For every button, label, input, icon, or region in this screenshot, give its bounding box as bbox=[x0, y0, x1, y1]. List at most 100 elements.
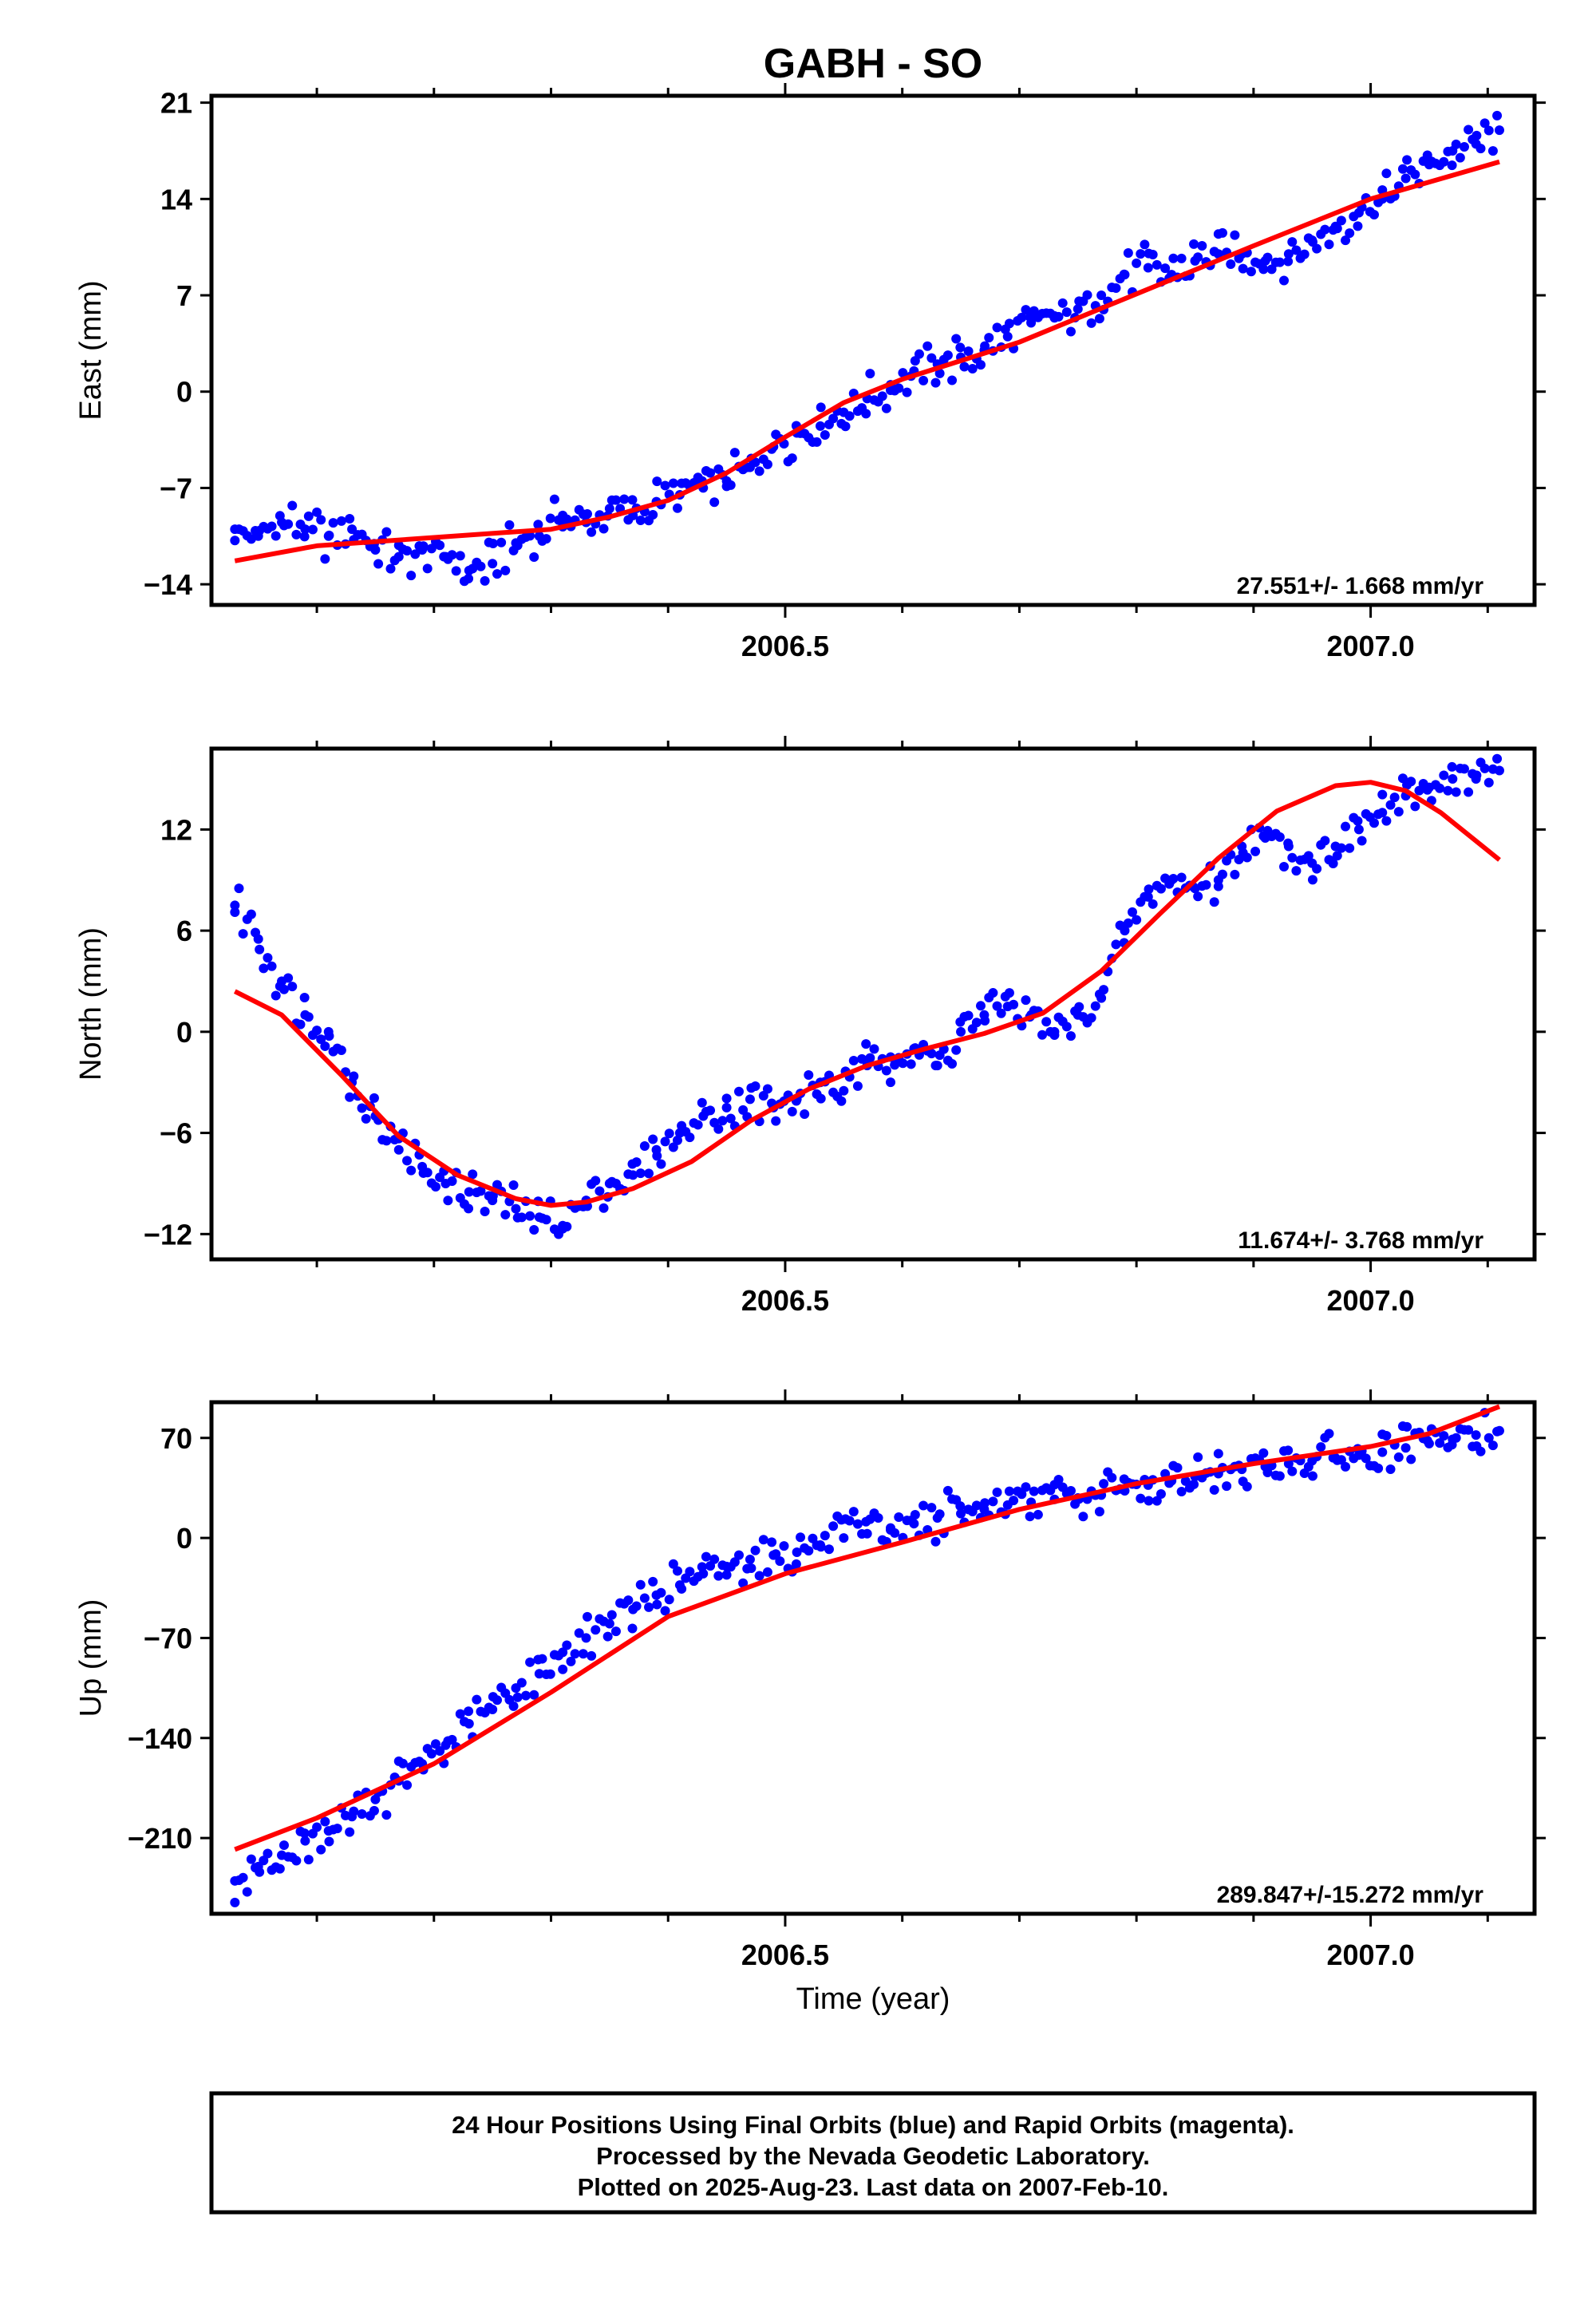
north-data-point bbox=[468, 1169, 478, 1180]
east-data-point bbox=[1197, 240, 1207, 251]
up-data-point bbox=[746, 1563, 757, 1574]
east-data-point bbox=[980, 341, 990, 351]
north-data-point bbox=[1414, 785, 1424, 796]
up-data-point bbox=[357, 1809, 367, 1820]
east-ytick-label: 21 bbox=[160, 87, 192, 120]
up-data-point bbox=[1483, 1433, 1494, 1443]
north-data-point bbox=[443, 1196, 453, 1206]
north-data-point bbox=[733, 1086, 744, 1097]
north-data-point bbox=[839, 1085, 849, 1096]
up-data-point bbox=[1471, 1430, 1481, 1441]
up-plot-area bbox=[230, 1404, 1504, 1907]
north-data-point bbox=[1483, 777, 1494, 788]
up-data-point bbox=[779, 1541, 789, 1551]
east-data-point bbox=[660, 480, 670, 491]
north-data-point bbox=[464, 1203, 474, 1214]
north-data-point bbox=[906, 1059, 916, 1069]
east-xtick-label: 2007.0 bbox=[1327, 630, 1415, 662]
east-data-point bbox=[1274, 257, 1285, 267]
east-data-point bbox=[562, 514, 572, 524]
north-data-point bbox=[1381, 816, 1392, 826]
up-data-point bbox=[554, 1650, 564, 1661]
north-data-point bbox=[672, 1135, 682, 1145]
north-data-point bbox=[804, 1069, 814, 1080]
east-data-point bbox=[1345, 228, 1355, 239]
north-data-point bbox=[697, 1097, 707, 1108]
north-data-point bbox=[336, 1045, 346, 1055]
up-data-point bbox=[570, 1649, 580, 1659]
up-data-point bbox=[1209, 1484, 1219, 1495]
footer-line-3: Plotted on 2025-Aug-23. Last data on 200… bbox=[578, 2173, 1169, 2201]
east-data-point bbox=[246, 534, 256, 544]
east-y-axis-label: East (mm) bbox=[74, 280, 108, 420]
north-data-point bbox=[1250, 846, 1261, 856]
east-data-point bbox=[844, 411, 855, 421]
north-data-point bbox=[963, 1010, 974, 1021]
up-data-point bbox=[1156, 1489, 1166, 1500]
east-data-point bbox=[1132, 258, 1142, 268]
up-data-point bbox=[738, 1578, 749, 1588]
north-data-point bbox=[1099, 985, 1109, 995]
up-rate-label: 289.847+/-15.272 mm/yr bbox=[1217, 1882, 1484, 1908]
up-data-point bbox=[956, 1508, 966, 1519]
north-data-point bbox=[381, 1136, 392, 1146]
north-data-point bbox=[1287, 852, 1298, 863]
north-data-point bbox=[656, 1159, 666, 1169]
north-data-point bbox=[1464, 787, 1474, 797]
east-data-point bbox=[541, 534, 551, 544]
up-data-point bbox=[1242, 1481, 1252, 1492]
north-data-point bbox=[246, 909, 256, 919]
north-data-point bbox=[1385, 800, 1396, 810]
east-data-point bbox=[635, 515, 646, 525]
north-data-point bbox=[422, 1168, 433, 1178]
north-data-point bbox=[1193, 891, 1203, 902]
up-data-point bbox=[242, 1887, 252, 1897]
east-data-point bbox=[422, 563, 433, 574]
up-data-point bbox=[1492, 1426, 1503, 1437]
east-data-point bbox=[1234, 253, 1244, 263]
north-data-point bbox=[480, 1207, 490, 1217]
east-data-point bbox=[672, 503, 682, 513]
up-data-point bbox=[1435, 1438, 1445, 1448]
north-data-point bbox=[926, 1049, 937, 1059]
up-data-point bbox=[648, 1576, 658, 1587]
up-ytick-label: 70 bbox=[160, 1422, 192, 1455]
east-data-point bbox=[451, 566, 461, 576]
east-data-point bbox=[984, 333, 994, 343]
north-data-point bbox=[1021, 995, 1031, 1006]
east-data-point bbox=[488, 559, 498, 569]
up-data-point bbox=[729, 1557, 740, 1567]
east-data-point bbox=[1053, 311, 1064, 322]
up-data-point bbox=[566, 1656, 576, 1666]
east-data-point bbox=[742, 462, 753, 472]
east-data-point bbox=[587, 527, 597, 537]
east-data-point bbox=[1349, 211, 1359, 222]
north-data-point bbox=[320, 1041, 330, 1051]
up-data-point bbox=[839, 1533, 849, 1543]
north-data-point bbox=[1357, 836, 1367, 846]
up-data-point bbox=[672, 1566, 682, 1576]
east-data-point bbox=[1341, 235, 1351, 246]
north-ytick-label: 6 bbox=[176, 915, 192, 947]
east-ytick-label: 0 bbox=[176, 376, 192, 409]
up-data-point bbox=[299, 1828, 310, 1839]
north-data-point bbox=[1353, 816, 1363, 826]
up-data-point bbox=[303, 1855, 314, 1865]
up-data-point bbox=[1316, 1442, 1326, 1452]
north-data-point bbox=[1312, 864, 1322, 874]
north-data-point bbox=[930, 1061, 941, 1071]
north-data-point bbox=[500, 1210, 511, 1220]
east-data-point bbox=[1443, 146, 1453, 156]
east-data-point bbox=[967, 363, 978, 373]
east-data-point bbox=[1336, 215, 1346, 226]
north-data-point bbox=[1115, 920, 1125, 931]
east-ytick-label: 7 bbox=[176, 279, 192, 312]
east-data-point bbox=[1283, 249, 1294, 259]
up-data-point bbox=[971, 1500, 982, 1511]
up-data-point bbox=[635, 1579, 646, 1590]
up-data-point bbox=[1033, 1509, 1043, 1520]
figure-title: GABH - SO bbox=[764, 41, 982, 87]
north-data-point bbox=[1074, 1002, 1084, 1012]
north-data-point bbox=[1492, 753, 1503, 764]
